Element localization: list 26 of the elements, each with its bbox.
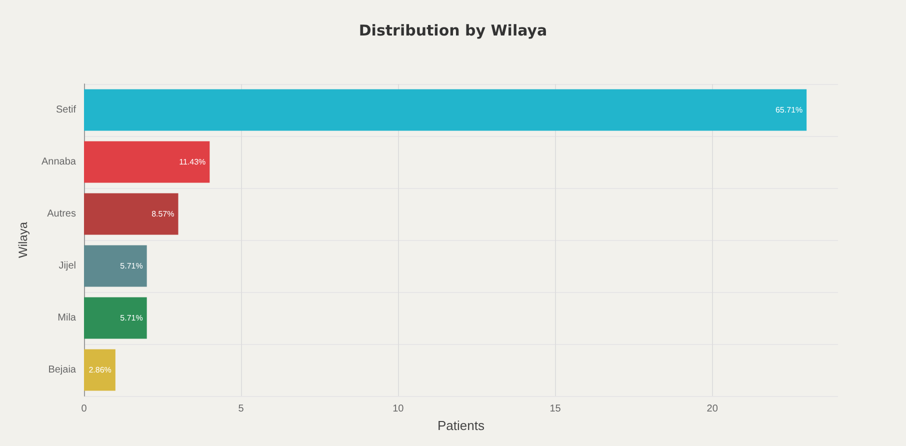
bar (84, 141, 210, 183)
bar (84, 349, 116, 391)
x-tick-label: 0 (81, 404, 88, 414)
bar (84, 89, 807, 131)
bar (84, 297, 147, 339)
bar (84, 245, 147, 287)
annotation: 5.71% (120, 262, 143, 270)
x-tick-label: 20 (706, 404, 718, 414)
annotation: 11.43% (179, 158, 206, 166)
y-tick-label: Mila (58, 312, 76, 324)
annotation: 5.71% (120, 314, 143, 322)
y-tick-label: Setif (56, 104, 76, 116)
bar (84, 193, 178, 235)
x-tick-label: 10 (392, 404, 404, 414)
x-tick-label: 15 (550, 404, 562, 414)
annotation: 8.57% (152, 210, 174, 218)
x-tick-label: 5 (238, 404, 244, 414)
x-axis-title: Patients (438, 418, 485, 433)
y-tick-label: Jijel (58, 260, 76, 272)
y-tick-label: Bejaia (48, 364, 76, 376)
annotation: 65.71% (775, 106, 803, 114)
y-tick-label: Annaba (42, 156, 76, 168)
y-tick-label: Autres (47, 208, 76, 220)
y-axis-title: Wilaya (16, 222, 30, 258)
annotation: 2.86% (88, 366, 112, 374)
chart-title: Distribution by Wilaya (358, 22, 548, 40)
